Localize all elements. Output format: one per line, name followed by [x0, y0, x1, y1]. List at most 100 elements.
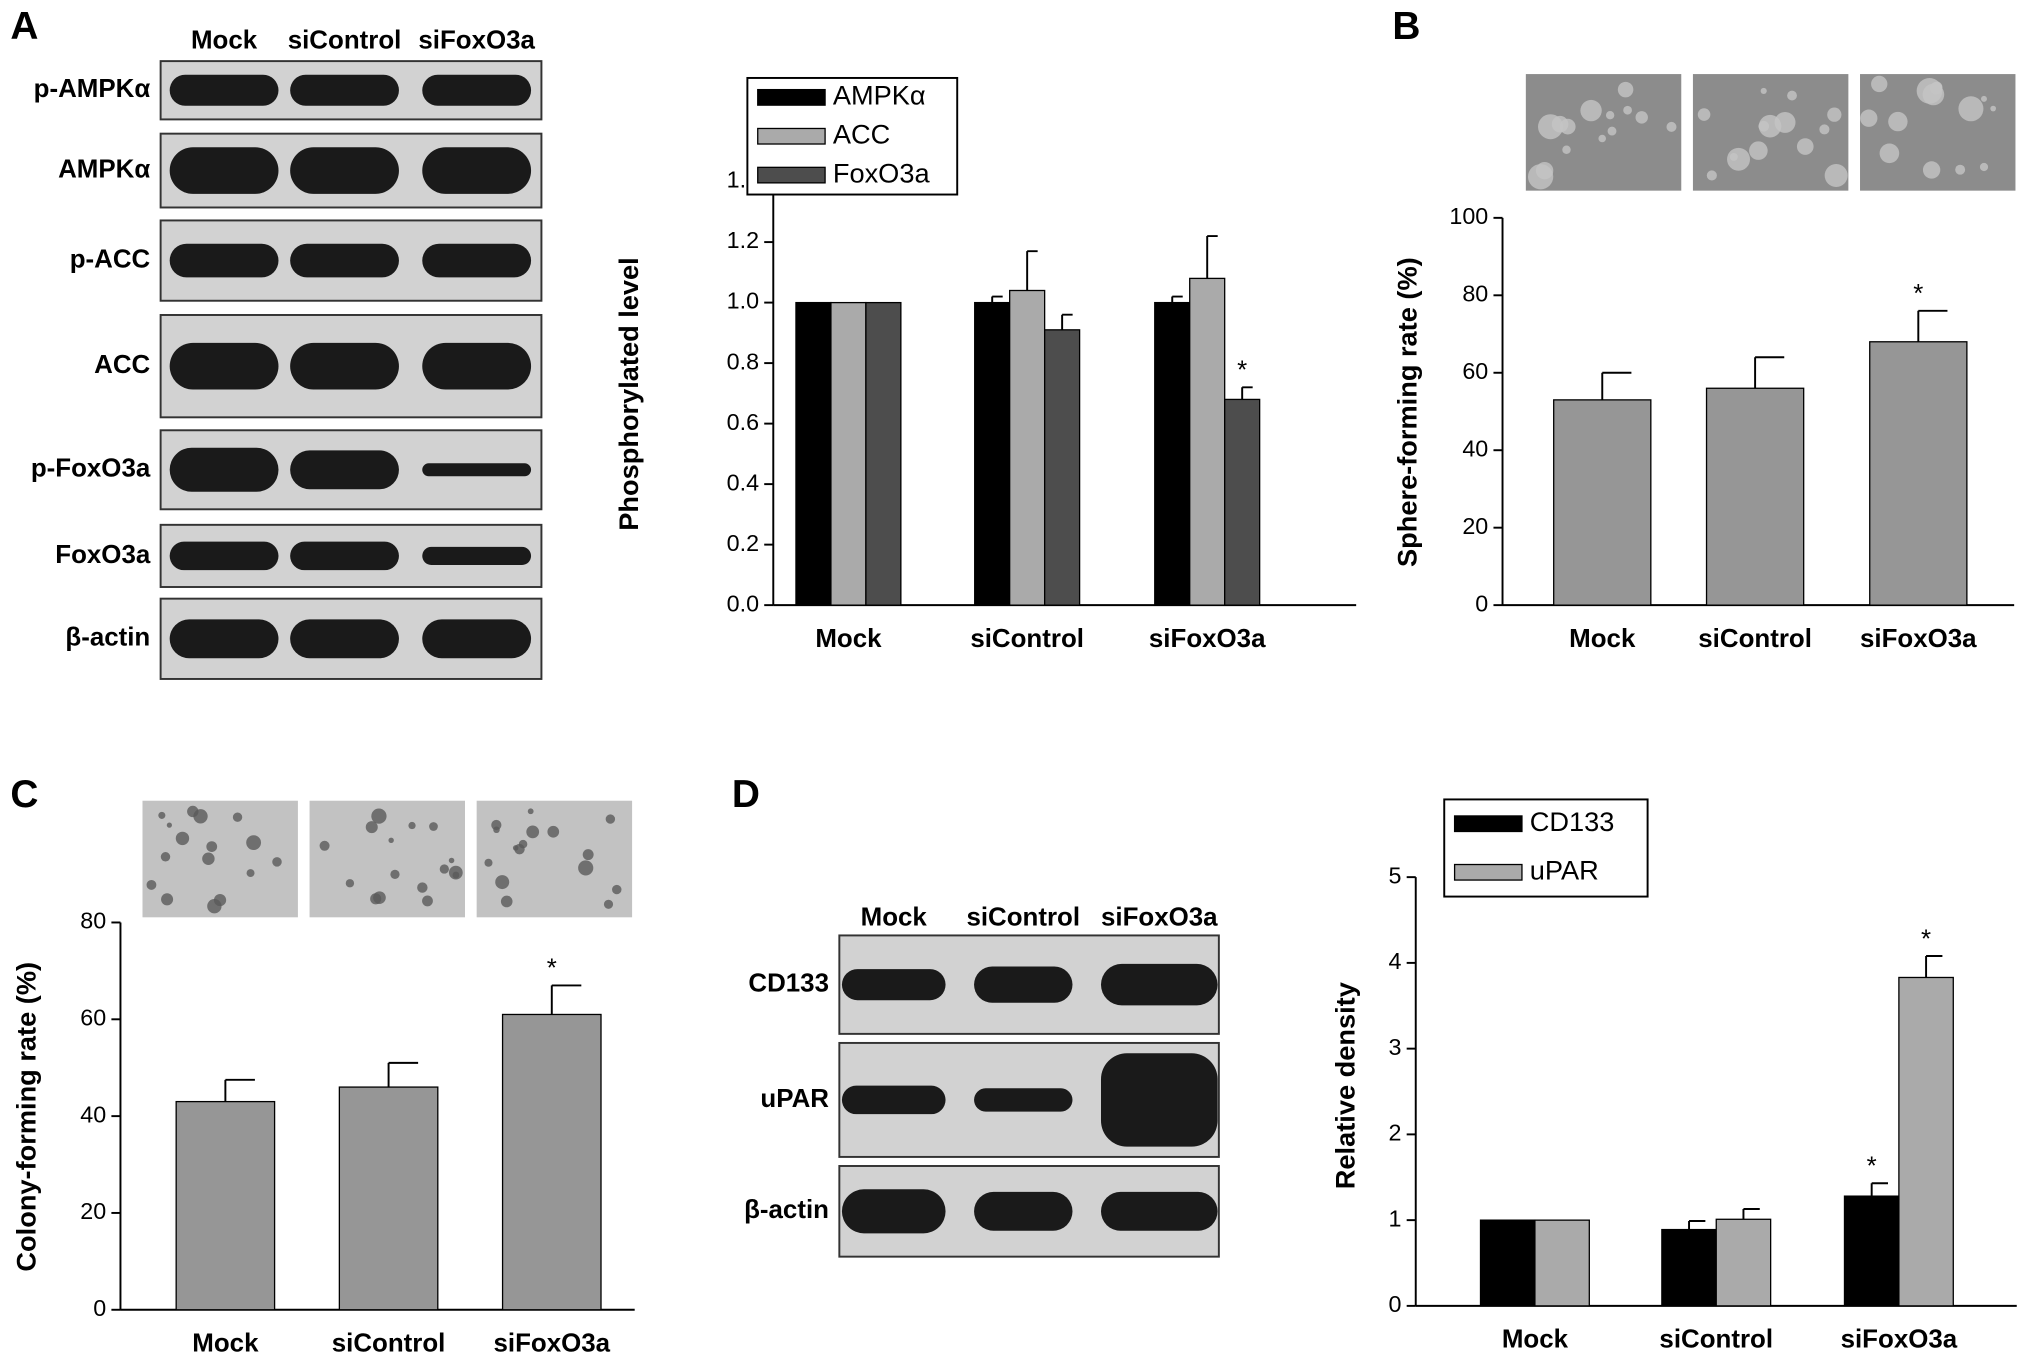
significance-mark: *	[547, 955, 557, 983]
micrograph-spot	[578, 860, 594, 876]
band	[422, 243, 532, 278]
y-tick-label: 40	[80, 1101, 106, 1127]
legend-label: CD133	[1530, 806, 1615, 837]
bar	[1009, 289, 1046, 606]
band	[169, 243, 279, 278]
micrograph-spot	[1888, 111, 1908, 132]
band	[422, 147, 532, 194]
bar	[1553, 399, 1652, 606]
error-bar	[1026, 250, 1038, 291]
significance-mark: *	[1921, 925, 1931, 953]
band	[422, 546, 532, 565]
y-tick-label: 20	[80, 1198, 106, 1224]
error-bar	[1241, 386, 1253, 400]
micrograph-spot	[1879, 143, 1900, 164]
micrograph-spot	[422, 895, 433, 907]
x-tick-label: Mock	[192, 1330, 259, 1358]
micrograph-spot	[246, 835, 262, 851]
y-tick-label: 1.2	[727, 227, 759, 253]
micrograph-spot	[1787, 90, 1797, 101]
micrograph-spot	[166, 822, 172, 828]
lane-label: siFoxO3a	[1101, 903, 1218, 931]
bar	[1661, 1228, 1717, 1307]
error-bar	[1601, 371, 1632, 400]
micrograph-spot	[1796, 138, 1814, 155]
micrograph-spot	[202, 852, 215, 866]
legend-label: AMPKα	[833, 80, 926, 111]
micrograph-spot	[345, 879, 355, 888]
legend-swatch	[757, 127, 826, 145]
band	[422, 342, 532, 390]
y-axis-label: Colony-forming rate (%)	[11, 962, 42, 1272]
x-tick-label: siControl	[332, 1330, 446, 1358]
band	[169, 541, 279, 571]
y-tick-label: 40	[1462, 435, 1488, 461]
legend-swatch	[757, 88, 826, 106]
micrograph-spot	[1697, 108, 1711, 121]
bar	[1189, 277, 1226, 606]
micrograph-spot	[1819, 124, 1830, 135]
panel-label: A	[10, 5, 38, 48]
x-tick-label: Mock	[1569, 625, 1636, 653]
micrograph-spot	[1860, 109, 1878, 127]
micrograph-spot	[1706, 170, 1717, 181]
error-bar	[1754, 356, 1785, 389]
bar	[1534, 1219, 1590, 1307]
micrograph-spot	[1760, 87, 1767, 95]
band	[290, 243, 399, 278]
micrograph-spot	[1623, 105, 1632, 115]
y-tick-label: 4	[1389, 948, 1402, 974]
micrograph-spot	[1727, 147, 1751, 171]
micrograph-spot	[1605, 111, 1615, 120]
band	[1100, 963, 1218, 1006]
bar	[338, 1086, 439, 1311]
band	[422, 619, 532, 659]
micrograph-spot	[1580, 99, 1602, 122]
significance-mark: *	[1237, 357, 1247, 385]
micrograph	[309, 800, 466, 918]
x-tick-label: siFoxO3a	[1860, 625, 1977, 653]
micrograph-spot	[1824, 163, 1848, 187]
bar	[1154, 301, 1191, 606]
micrograph-spot	[246, 869, 255, 878]
panel-label: B	[1392, 5, 1420, 48]
row-label: AMPKα	[58, 155, 150, 183]
row-label: ACC	[94, 351, 150, 379]
micrograph-spot	[1607, 126, 1617, 136]
y-tick-label: 0	[1389, 1291, 1402, 1317]
bar	[795, 301, 832, 606]
band	[169, 447, 279, 492]
lane-label: siControl	[966, 903, 1080, 931]
band	[422, 74, 532, 106]
band	[974, 1088, 1073, 1112]
micrograph-spot	[1551, 115, 1569, 133]
y-tick-label: 0.6	[727, 409, 759, 435]
row-label: β-actin	[65, 624, 150, 652]
band	[422, 463, 532, 477]
band	[169, 342, 279, 390]
micrograph-spot	[319, 840, 330, 851]
band	[169, 74, 279, 106]
micrograph-spot	[1979, 162, 1989, 172]
micrograph-spot	[232, 812, 243, 822]
x-tick-label: siControl	[970, 625, 1084, 653]
micrograph-spot	[161, 893, 174, 906]
micrograph-spot	[582, 849, 594, 861]
y-tick-label: 80	[80, 908, 106, 934]
error-bar	[1171, 295, 1183, 303]
error-bar	[1688, 1220, 1706, 1230]
micrograph-spot	[371, 808, 387, 824]
error-bar	[550, 984, 582, 1015]
band	[290, 147, 399, 194]
lane-label: siControl	[288, 27, 402, 55]
lane-label: Mock	[191, 27, 258, 55]
row-label: CD133	[748, 969, 829, 997]
micrograph-spot	[1617, 81, 1634, 98]
micrograph-spot	[160, 852, 171, 862]
band	[169, 619, 279, 659]
band	[169, 147, 279, 194]
error-bar	[1870, 1182, 1889, 1197]
lane-label: Mock	[861, 903, 928, 931]
micrograph-spot	[448, 857, 455, 864]
